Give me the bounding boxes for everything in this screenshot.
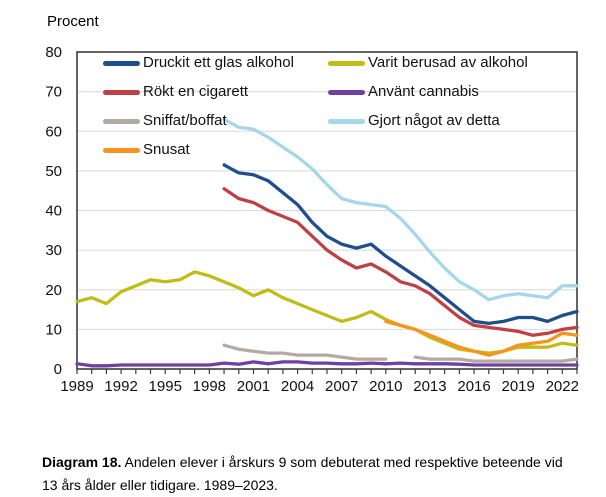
x-tick-label-1998: 1998: [193, 378, 226, 395]
figure-caption: Diagram 18. Andelen elever i årskurs 9 s…: [42, 451, 574, 497]
legend-swatch-berusad: [328, 60, 365, 66]
legend-column-1: Druckit ett glas alkohol Rökt en cigarett…: [103, 55, 294, 171]
legend-item-snusat: Snusat: [103, 142, 294, 158]
y-tick-label-80: 80: [45, 44, 62, 61]
series-line-berusad: [75, 270, 579, 355]
y-tick-label-50: 50: [45, 163, 62, 180]
x-tick-label-2022: 2022: [546, 378, 579, 395]
x-tick-label-2010: 2010: [369, 378, 402, 395]
legend-column-2: Varit berusad av alkohol Använt cannabis G…: [328, 55, 528, 142]
series-line-sniffat: [222, 343, 579, 363]
legend-label-sniffat: Sniffat/boffat: [143, 112, 227, 129]
x-tick-label-2019: 2019: [501, 378, 534, 395]
legend-label-cannabis: Använt cannabis: [368, 83, 479, 100]
legend-item-rokt: Rökt en cigarett: [103, 84, 294, 100]
y-tick-label-60: 60: [45, 123, 62, 140]
legend-label-druckit: Druckit ett glas alkohol: [143, 54, 294, 71]
series-line-druckit: [222, 163, 579, 326]
legend-swatch-cannabis: [328, 89, 365, 95]
x-tick-label-2013: 2013: [413, 378, 446, 395]
legend-item-sniffat: Sniffat/boffat: [103, 113, 294, 129]
x-tick-label-2004: 2004: [281, 378, 314, 395]
x-tick-label-2001: 2001: [237, 378, 270, 395]
x-tick-label-2007: 2007: [325, 378, 358, 395]
y-tick-label-70: 70: [45, 84, 62, 101]
y-tick-label-10: 10: [45, 321, 62, 338]
legend-swatch-sniffat: [103, 118, 140, 124]
y-tick-label-20: 20: [45, 282, 62, 299]
legend-label-gjort: Gjort något av detta: [368, 112, 500, 129]
series-line-cannabis: [75, 360, 579, 368]
legend-item-druckit: Druckit ett glas alkohol: [103, 55, 294, 71]
legend-item-berusad: Varit berusad av alkohol: [328, 55, 528, 71]
series-line-gjort: [222, 117, 579, 302]
legend-swatch-druckit: [103, 60, 140, 66]
legend-swatch-snusat: [103, 147, 140, 153]
caption-text: Andelen elever i årskurs 9 som debuterat…: [42, 454, 563, 493]
x-tick-label-1995: 1995: [149, 378, 182, 395]
series-line-rokt: [222, 187, 579, 337]
series-line-snusat: [384, 319, 579, 357]
legend-item-cannabis: Använt cannabis: [328, 84, 528, 100]
legend-label-snusat: Snusat: [143, 141, 190, 158]
legend-swatch-gjort: [328, 118, 365, 124]
legend-item-gjort: Gjort något av detta: [328, 113, 528, 129]
y-tick-label-30: 30: [45, 242, 62, 259]
legend-label-rokt: Rökt en cigarett: [143, 83, 249, 100]
y-axis-title: Procent: [47, 13, 99, 30]
x-tick-label-1989: 1989: [60, 378, 93, 395]
caption-number: Diagram 18.: [42, 454, 122, 470]
x-tick-label-1992: 1992: [104, 378, 137, 395]
x-tick-label-2016: 2016: [457, 378, 490, 395]
legend-swatch-rokt: [103, 89, 140, 95]
legend-label-berusad: Varit berusad av alkohol: [368, 54, 528, 71]
y-tick-label-40: 40: [45, 203, 62, 220]
y-tick-label-0: 0: [54, 361, 62, 378]
